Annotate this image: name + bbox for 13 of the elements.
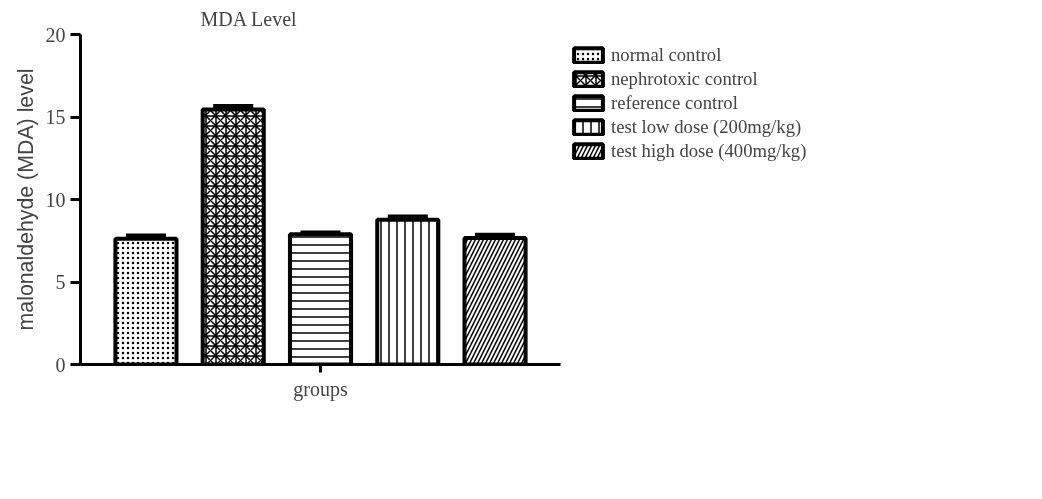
legend-label: test high dose (400mg/kg) (611, 140, 807, 162)
y-tick-label: 15 (45, 106, 66, 128)
y-tick-label: 5 (55, 271, 66, 293)
legend-label: normal control (611, 44, 722, 66)
y-tick-label: 20 (45, 23, 66, 46)
legend-label: reference control (611, 92, 738, 114)
y-tick-label: 10 (45, 188, 66, 211)
legend-label: nephrotoxic control (611, 68, 758, 90)
x-axis-title: groups (293, 377, 348, 401)
chart-title: MDA Level (200, 7, 298, 30)
y-axis-title: malonaldehyde (MDA) level (13, 68, 38, 331)
y-tick-label: 0 (55, 353, 66, 376)
legend-label: test low dose (200mg/kg) (611, 116, 802, 138)
